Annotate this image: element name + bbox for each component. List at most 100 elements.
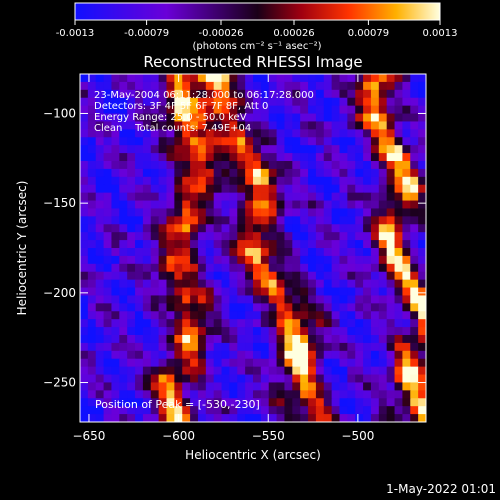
heatmap-cell [308, 176, 317, 186]
heatmap-cell [87, 295, 97, 304]
heatmap-cell [339, 232, 348, 241]
heatmap-cell [182, 319, 191, 328]
heatmap-cell [245, 358, 254, 368]
heatmap-cell [339, 113, 348, 123]
heatmap-cell [386, 271, 396, 281]
heatmap-cell [339, 176, 348, 186]
heatmap-cell [221, 271, 231, 281]
heatmap-cell [213, 335, 223, 344]
heatmap-cell [410, 350, 419, 360]
heatmap-cell [135, 168, 144, 178]
heatmap-cell [339, 248, 348, 257]
heatmap-cell [331, 374, 341, 384]
colorbar-units-label: (photons cm⁻² s⁻¹ asec⁻²) [192, 41, 321, 52]
heatmap-cell [355, 121, 364, 130]
heatmap-cell [135, 129, 144, 138]
heatmap-cell [323, 137, 333, 146]
heatmap-cell [370, 74, 380, 83]
heatmap-cell [103, 327, 113, 336]
heatmap-cell [205, 224, 215, 233]
heatmap-cell [127, 184, 136, 194]
heatmap-cell [87, 168, 97, 178]
heatmap-cell [197, 263, 207, 273]
heatmap-cell [213, 327, 223, 336]
heatmap-cell [308, 398, 317, 407]
y-tick-label: −250 [43, 376, 76, 390]
heatmap-cell [370, 398, 380, 407]
heatmap-cell [355, 287, 364, 297]
heatmap-cell [300, 382, 309, 391]
heatmap-cell [370, 248, 380, 257]
heatmap-cell [197, 240, 207, 249]
heatmap-cell [315, 255, 325, 265]
heatmap-cell [213, 137, 223, 146]
heatmap-cell [410, 161, 419, 170]
heatmap-cell [158, 248, 168, 257]
heatmap-cell [386, 287, 396, 297]
heatmap-cell [394, 382, 404, 391]
heatmap-cell [284, 184, 293, 194]
heatmap-cell [260, 184, 270, 194]
heatmap-cell [213, 129, 223, 138]
heatmap-cell [315, 382, 325, 391]
heatmap-cell [150, 263, 160, 273]
heatmap-cell [410, 121, 419, 130]
heatmap-cell [95, 398, 105, 407]
heatmap-cell [323, 113, 333, 123]
heatmap-cell [253, 295, 262, 304]
heatmap-cell [394, 319, 404, 328]
heatmap-cell [95, 121, 105, 130]
heatmap-cell [142, 406, 152, 415]
heatmap-cell [221, 137, 231, 146]
heatmap-cell [394, 97, 404, 107]
heatmap-cell [253, 97, 262, 107]
heatmap-cell [237, 89, 246, 99]
heatmap-cell [315, 414, 325, 422]
heatmap-cell [363, 319, 372, 328]
heatmap-cell [87, 129, 97, 138]
heatmap-cell [418, 176, 426, 186]
heatmap-cell [323, 81, 333, 91]
heatmap-cell [268, 105, 278, 115]
annotation-clean-counts: Clean Total counts: 7.49E+04 [94, 123, 251, 134]
heatmap-cell [80, 398, 89, 407]
heatmap-cell [150, 335, 160, 344]
heatmap-cell [111, 390, 120, 399]
heatmap-cell [119, 335, 128, 344]
heatmap-cell [87, 327, 97, 336]
heatmap-cell [284, 168, 293, 178]
heatmap-cell [103, 382, 113, 391]
heatmap-cell [213, 168, 223, 178]
heatmap-cell [229, 358, 238, 368]
heatmap-cell [158, 255, 168, 265]
heatmap-cell [402, 255, 411, 265]
heatmap-cell [158, 374, 168, 384]
heatmap-cell [190, 390, 199, 399]
heatmap-cell [268, 176, 278, 186]
heatmap-cell [119, 342, 128, 352]
heatmap-cell [268, 184, 278, 194]
heatmap-cell [205, 287, 215, 297]
heatmap-cell [378, 208, 388, 217]
heatmap-cell [370, 232, 380, 241]
heatmap-cell [142, 81, 152, 91]
heatmap-cell [135, 153, 144, 162]
heatmap-cell [229, 248, 238, 257]
heatmap-cell [292, 232, 301, 241]
heatmap-cell [347, 366, 356, 376]
heatmap-cell [331, 335, 341, 344]
heatmap-cell [127, 390, 136, 399]
heatmap-cell [127, 303, 136, 312]
heatmap-cell [315, 184, 325, 194]
heatmap-cell [292, 390, 301, 399]
heatmap-cell [87, 248, 97, 257]
heatmap-cell [142, 208, 152, 217]
heatmap-cell [378, 74, 388, 83]
heatmap-cell [347, 350, 356, 360]
heatmap-cell [182, 145, 191, 154]
heatmap-cell [166, 414, 175, 422]
heatmap-cell [347, 97, 356, 107]
heatmap-cell [339, 74, 348, 83]
heatmap-cell [323, 153, 333, 162]
heatmap-cell [197, 145, 207, 154]
